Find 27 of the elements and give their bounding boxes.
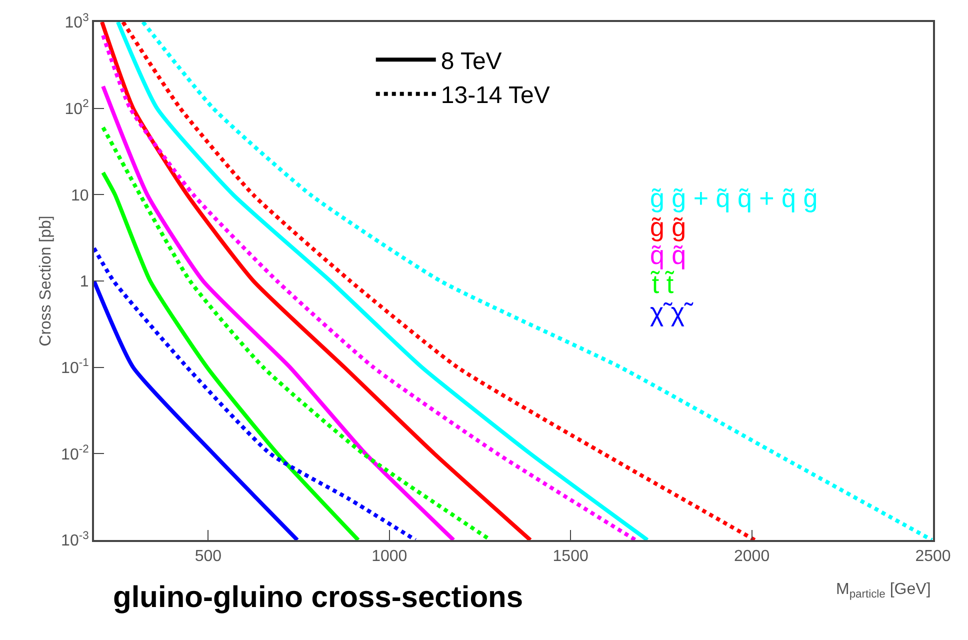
x-tick-label: 2500: [915, 548, 951, 566]
text: g̃ g̃ + q̃ q̃ + q̃ g̃: [650, 183, 818, 213]
y-tick-label: 10$^{-1}$: [61, 357, 89, 377]
y-tick-label: 10$^{-2}$: [61, 444, 89, 464]
legend-label: 13-14 TeV: [440, 82, 550, 110]
y-tick-label: 1: [80, 274, 89, 291]
y-tick-label: 10$^{3}$: [64, 12, 89, 32]
line-series: [101, 170, 360, 540]
text: g̃ g̃: [650, 212, 686, 242]
line-series: [120, 22, 757, 540]
x-tick-label: 1000: [372, 548, 408, 566]
line-series: [94, 279, 300, 540]
line-series: [140, 22, 933, 540]
legend-label: 8 TeV: [440, 48, 502, 75]
text: χ̃ χ̃: [650, 297, 694, 327]
x-tick-label: 1500: [552, 548, 588, 566]
text: q̃ q̃: [650, 240, 686, 270]
text: gluino-gluino cross-sections: [113, 581, 524, 614]
x-tick-label: 500: [194, 548, 222, 566]
y-axis-title: Cross Section [pb]: [37, 216, 54, 346]
line-series: [94, 246, 418, 540]
x-axis-title: M$_{particle}$ [GeV]: [836, 581, 931, 600]
y-tick-label: 10$^{-3}$: [61, 530, 89, 550]
x-tick-label: 2000: [734, 548, 770, 566]
text: t̃ t̃: [650, 269, 674, 299]
y-tick-label: 10$^{2}$: [64, 98, 89, 118]
y-tick-label: 10: [71, 187, 89, 204]
